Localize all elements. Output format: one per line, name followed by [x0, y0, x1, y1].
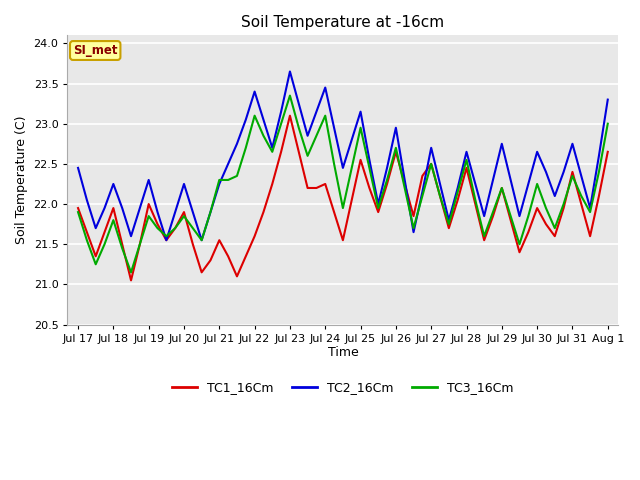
- TC1_16Cm: [127, 277, 135, 283]
- TC2_16Cm: [551, 193, 559, 199]
- TC2_16Cm: [189, 209, 196, 215]
- Line: TC1_16Cm: TC1_16Cm: [78, 116, 608, 280]
- TC3_16Cm: [268, 149, 276, 155]
- TC2_16Cm: [74, 165, 82, 171]
- TC3_16Cm: [189, 225, 196, 231]
- TC1_16Cm: [286, 113, 294, 119]
- TC3_16Cm: [286, 93, 294, 98]
- X-axis label: Time: Time: [328, 347, 358, 360]
- TC3_16Cm: [207, 209, 214, 215]
- Title: Soil Temperature at -16cm: Soil Temperature at -16cm: [241, 15, 444, 30]
- Line: TC2_16Cm: TC2_16Cm: [78, 72, 608, 240]
- TC2_16Cm: [207, 209, 214, 215]
- TC3_16Cm: [74, 209, 82, 215]
- TC2_16Cm: [604, 97, 612, 103]
- TC2_16Cm: [410, 229, 417, 235]
- TC1_16Cm: [374, 209, 382, 215]
- TC1_16Cm: [74, 205, 82, 211]
- TC2_16Cm: [268, 145, 276, 151]
- TC1_16Cm: [207, 257, 214, 263]
- TC1_16Cm: [604, 149, 612, 155]
- TC3_16Cm: [604, 121, 612, 127]
- TC3_16Cm: [374, 205, 382, 211]
- TC2_16Cm: [286, 69, 294, 74]
- TC3_16Cm: [127, 269, 135, 275]
- TC2_16Cm: [374, 201, 382, 207]
- TC1_16Cm: [189, 241, 196, 247]
- TC1_16Cm: [410, 213, 417, 219]
- Line: TC3_16Cm: TC3_16Cm: [78, 96, 608, 272]
- TC3_16Cm: [410, 225, 417, 231]
- Legend: TC1_16Cm, TC2_16Cm, TC3_16Cm: TC1_16Cm, TC2_16Cm, TC3_16Cm: [167, 376, 519, 399]
- TC1_16Cm: [551, 233, 559, 239]
- Y-axis label: Soil Temperature (C): Soil Temperature (C): [15, 116, 28, 244]
- TC2_16Cm: [163, 237, 170, 243]
- TC1_16Cm: [268, 181, 276, 187]
- Text: SI_met: SI_met: [73, 44, 118, 57]
- TC3_16Cm: [551, 225, 559, 231]
